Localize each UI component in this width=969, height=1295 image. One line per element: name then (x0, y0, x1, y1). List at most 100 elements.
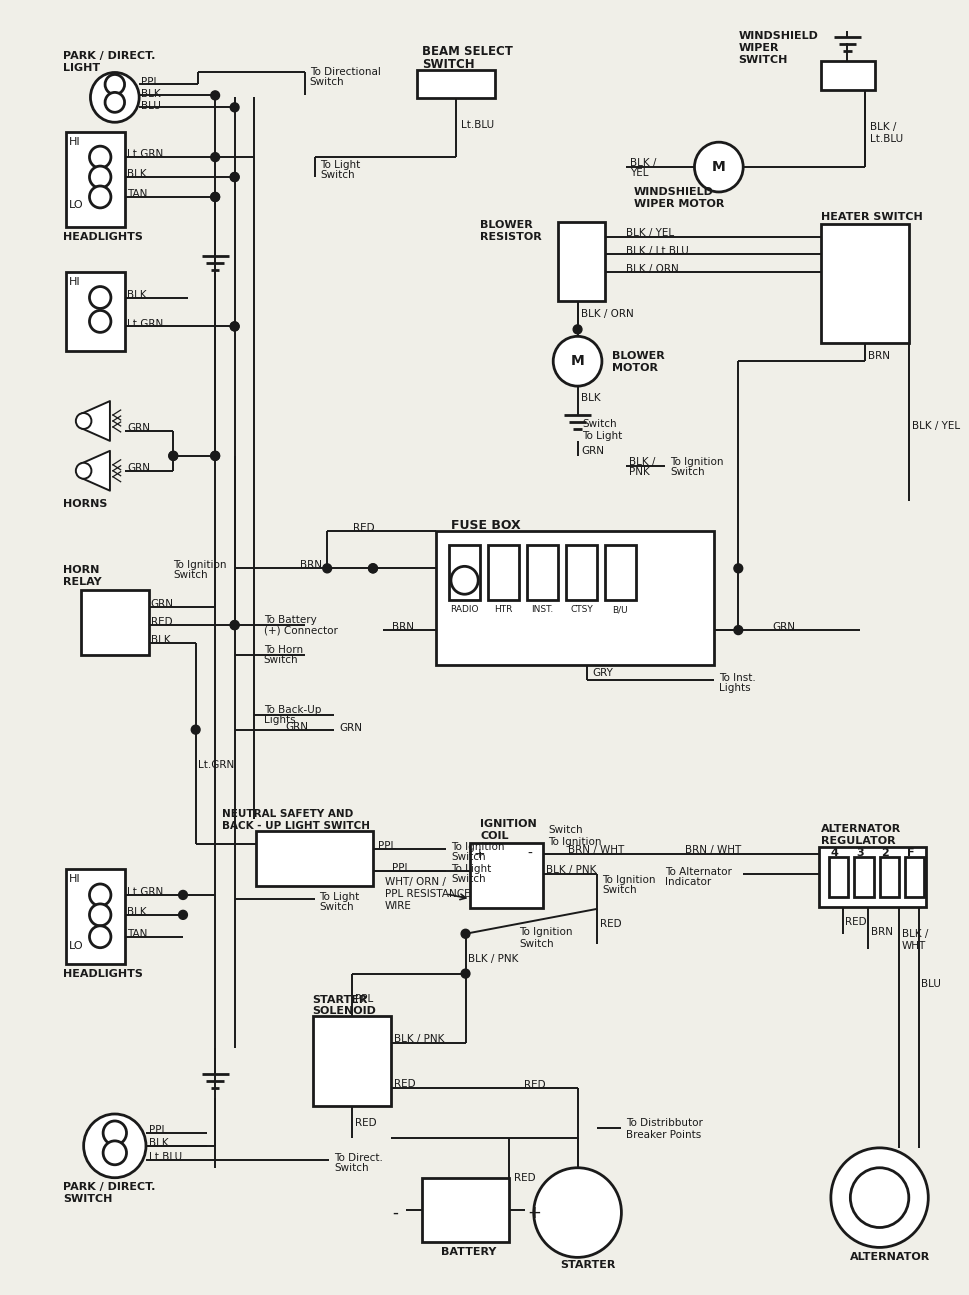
Text: Switch: Switch (451, 852, 485, 862)
Text: HORNS: HORNS (63, 499, 108, 509)
Text: BLK /: BLK / (901, 929, 927, 939)
Text: WIRE: WIRE (385, 901, 411, 910)
Text: TAN: TAN (127, 189, 147, 199)
Text: 4: 4 (830, 848, 838, 859)
Text: HEADLIGHTS: HEADLIGHTS (63, 232, 142, 242)
Bar (879, 857, 898, 897)
Bar (819, 847, 925, 906)
Text: COIL: COIL (480, 831, 508, 842)
Text: 3: 3 (856, 848, 863, 859)
Bar (422, 1177, 509, 1242)
Text: Lights: Lights (264, 715, 296, 725)
Text: BLK /: BLK / (629, 457, 655, 466)
Circle shape (552, 337, 602, 386)
Text: To Battery: To Battery (264, 615, 316, 625)
Circle shape (210, 193, 219, 202)
Text: Switch: Switch (320, 170, 355, 180)
Text: BLOWER: BLOWER (480, 220, 532, 229)
Text: BLK: BLK (580, 394, 601, 403)
Circle shape (230, 322, 238, 330)
Text: NEUTRAL SAFETY AND: NEUTRAL SAFETY AND (222, 809, 353, 820)
Text: BRN: BRN (867, 351, 889, 361)
Circle shape (368, 563, 377, 572)
Text: MOTOR: MOTOR (611, 363, 657, 373)
Text: Lt.GRN: Lt.GRN (127, 887, 164, 897)
Text: To Ignition: To Ignition (173, 561, 227, 570)
Bar (828, 857, 848, 897)
Text: To Inst.: To Inst. (718, 673, 755, 682)
Text: To Directional: To Directional (309, 67, 380, 78)
Circle shape (210, 452, 219, 460)
Text: PPL: PPL (141, 78, 159, 88)
Text: B/U: B/U (612, 605, 628, 614)
Text: Switch: Switch (319, 901, 354, 912)
Text: BLK / ORN: BLK / ORN (626, 264, 678, 273)
Bar (470, 843, 543, 908)
Circle shape (89, 904, 110, 926)
Text: HI: HI (69, 277, 80, 286)
Text: RED: RED (600, 919, 621, 929)
Circle shape (89, 166, 110, 188)
Text: To Ignition: To Ignition (670, 457, 723, 466)
Text: RESISTOR: RESISTOR (480, 232, 542, 242)
Circle shape (105, 75, 124, 95)
Circle shape (90, 73, 139, 122)
Text: PPL: PPL (149, 1125, 167, 1134)
Circle shape (89, 286, 110, 308)
Text: CTSY: CTSY (570, 605, 592, 614)
Circle shape (210, 193, 219, 202)
Circle shape (734, 625, 742, 635)
Circle shape (191, 725, 200, 734)
Bar (436, 531, 713, 664)
Text: To Distribbutor: To Distribbutor (626, 1118, 703, 1128)
Bar (526, 545, 557, 600)
Text: RED: RED (355, 1118, 377, 1128)
Text: Lt.BLU: Lt.BLU (149, 1151, 182, 1162)
Text: BRN: BRN (299, 561, 322, 570)
Text: -: - (526, 847, 531, 861)
Text: FUSE BOX: FUSE BOX (451, 518, 520, 531)
Text: WHT: WHT (901, 940, 925, 951)
Circle shape (89, 311, 110, 333)
Bar (66, 272, 124, 351)
Text: SWITCH: SWITCH (422, 57, 474, 70)
Text: BLK / ORN: BLK / ORN (580, 310, 634, 320)
Circle shape (178, 891, 187, 900)
Text: SWITCH: SWITCH (737, 54, 787, 65)
Text: YEL: YEL (630, 168, 648, 179)
Circle shape (83, 1114, 146, 1177)
Text: BLK: BLK (127, 290, 147, 299)
Circle shape (178, 910, 187, 919)
Bar (557, 221, 605, 302)
Circle shape (230, 620, 238, 629)
Text: WINDSHIELD: WINDSHIELD (634, 186, 713, 197)
Text: Switch: Switch (333, 1163, 368, 1173)
Text: Lights: Lights (718, 682, 750, 693)
Circle shape (89, 926, 110, 948)
Text: HI: HI (69, 874, 80, 884)
Text: BLK / YEL: BLK / YEL (626, 228, 673, 238)
Text: GRN: GRN (127, 423, 150, 433)
Text: Lt.GRN: Lt.GRN (198, 759, 234, 769)
Text: PARK / DIRECT.: PARK / DIRECT. (63, 51, 155, 61)
Text: PNK: PNK (629, 466, 649, 477)
Bar (66, 132, 124, 227)
Text: GRN: GRN (151, 600, 173, 609)
Circle shape (460, 969, 469, 978)
Text: LIGHT: LIGHT (63, 62, 100, 73)
Text: 2: 2 (881, 848, 889, 859)
Circle shape (573, 325, 581, 334)
Text: RED: RED (845, 917, 866, 927)
Bar (312, 1017, 391, 1106)
Text: HEADLIGHTS: HEADLIGHTS (63, 969, 142, 979)
Text: BRN / WHT: BRN / WHT (684, 846, 740, 855)
Bar (66, 869, 124, 963)
Circle shape (89, 186, 110, 208)
Circle shape (460, 930, 469, 939)
Text: F: F (906, 848, 914, 859)
Circle shape (368, 563, 377, 572)
Circle shape (533, 1168, 621, 1257)
Text: PPL: PPL (378, 842, 395, 851)
Text: Lt.BLU: Lt.BLU (460, 120, 493, 131)
Bar (821, 61, 874, 91)
